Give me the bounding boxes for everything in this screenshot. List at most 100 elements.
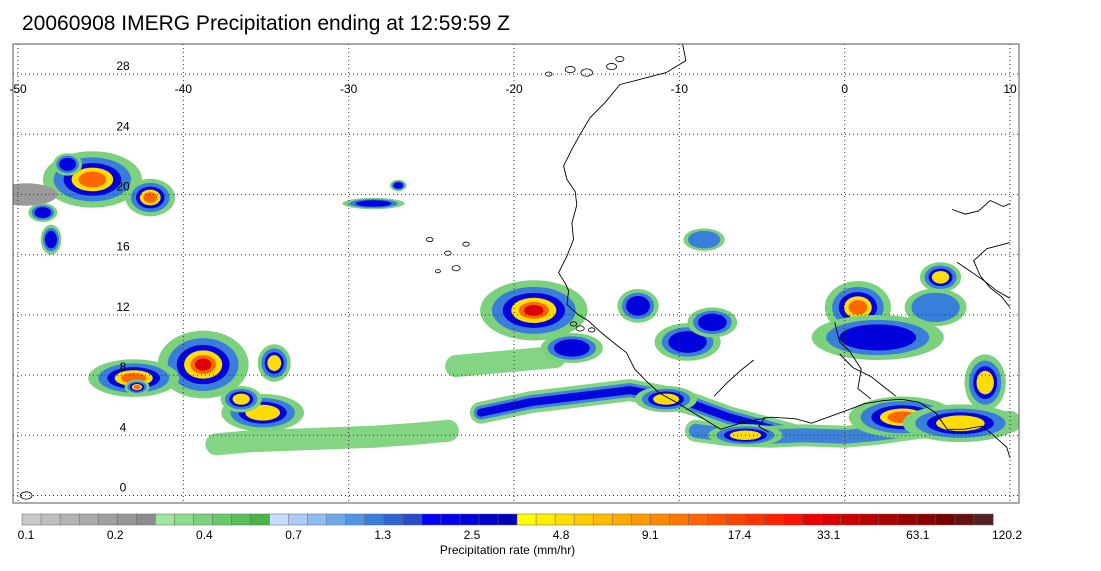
precip-cell: [839, 324, 917, 351]
map-title: 20060908 IMERG Precipitation ending at 1…: [22, 12, 510, 35]
colorbar-swatch: [650, 513, 670, 526]
colorbar-swatch: [516, 513, 537, 526]
tick-labels: -50 -40 -30 -20 -10 0 10 0 4 8 12 16 20 24 28: [9, 59, 1017, 494]
colorbar-tick-label: 17.4: [728, 528, 752, 542]
island-outline: [569, 321, 578, 327]
colorbar-swatch: [897, 513, 918, 526]
colorbar-swatch: [459, 513, 480, 526]
island-outline: [588, 327, 596, 333]
island-outline: [20, 491, 33, 500]
precip-cell: [653, 393, 680, 405]
coastline: [951, 199, 1011, 215]
coastline: [834, 322, 872, 400]
island-outline: [444, 250, 452, 256]
colorbar-swatch: [288, 513, 309, 526]
precip-cell: [232, 393, 250, 405]
latitude-tick-label: 12: [116, 300, 130, 314]
colorbar-swatch: [383, 513, 404, 526]
island-outline: [425, 237, 434, 243]
colorbar-tick-label: 0.7: [285, 528, 302, 542]
colorbar-swatch: [764, 513, 785, 526]
colorbar-swatch: [745, 513, 766, 526]
coastline: [956, 261, 1011, 299]
precip-cell: [133, 385, 141, 390]
colorbar-swatch: [878, 513, 899, 526]
map-frame: [12, 43, 1020, 504]
colorbar-swatch: [954, 513, 975, 526]
colorbar-swatch: [707, 513, 728, 526]
colorbar-swatch: [611, 513, 632, 526]
colorbar-tick-label: 0.2: [107, 528, 124, 542]
precip-band: [445, 346, 567, 378]
colorbar-swatch: [307, 513, 328, 526]
colorbar-swatch: [497, 513, 518, 526]
colorbar-swatch: [326, 513, 347, 526]
precip-cell: [911, 292, 960, 323]
colorbar-swatch: [973, 513, 994, 526]
colorbar-swatch: [535, 513, 556, 526]
colorbar-tick-label: 0.1: [18, 528, 35, 542]
precip-cell: [931, 270, 950, 284]
colorbar-swatch: [916, 513, 937, 526]
longitude-tick-label: -10: [671, 82, 689, 96]
latitude-tick-label: 8: [120, 360, 127, 374]
island-outline: [575, 325, 585, 332]
longitude-tick-label: 0: [841, 82, 848, 96]
coastline: [758, 416, 769, 433]
island-outline: [615, 56, 625, 63]
gridlines: [13, 44, 1019, 503]
latitude-tick-label: 16: [116, 240, 130, 254]
precip-cell: [267, 355, 282, 371]
latitude-tick-label: 4: [120, 420, 127, 434]
colorbar-swatch: [821, 513, 842, 526]
colorbar-swatch: [155, 513, 175, 526]
island-outline: [564, 66, 576, 74]
colorbar-swatch: [802, 513, 823, 526]
precip-cell: [393, 182, 404, 189]
colorbar-swatch: [440, 513, 461, 526]
colorbar-swatch: [859, 513, 880, 526]
colorbar-swatch: [669, 513, 689, 526]
colorbar-swatch: [269, 513, 290, 526]
colorbar-tick-label: 1.3: [374, 528, 391, 542]
precip-cell: [688, 230, 721, 249]
precip-cell: [143, 192, 158, 203]
colorbar-swatch: [174, 513, 194, 526]
colorbar-swatch: [40, 513, 61, 526]
precip-cell: [355, 200, 392, 207]
colorbar-swatch: [935, 513, 956, 526]
colorbar-swatch: [631, 513, 651, 526]
coastline: [973, 242, 1011, 308]
colorbar-swatch: [840, 513, 861, 526]
coastline-layer: [20, 44, 1011, 500]
colorbar-swatch: [573, 513, 594, 526]
colorbar-swatch: [193, 513, 213, 526]
precip-cell: [668, 331, 707, 353]
colorbar-tick-label: 4.8: [553, 528, 570, 542]
precip-cell: [59, 157, 76, 171]
longitude-tick-label: -50: [9, 82, 27, 96]
colorbar-tick-label: 9.1: [642, 528, 659, 542]
longitude-tick-label: -20: [505, 82, 523, 96]
colorbar-swatch: [421, 513, 442, 526]
colorbar-swatch: [478, 513, 499, 526]
colorbar-swatch: [231, 513, 252, 526]
precipitation-layer: [13, 151, 1019, 456]
coastline: [713, 359, 754, 397]
latitude-tick-label: 24: [116, 119, 130, 133]
latitude-tick-label: 0: [120, 480, 127, 494]
colorbar: 0.1 0.2 0.4 0.7 1.3 2.5 4.8 9.1 17.4 33.1 63.1 120.…: [18, 513, 1022, 542]
colorbar-tick-label: 33.1: [817, 528, 841, 542]
precip-cell: [78, 171, 107, 188]
precip-cell: [34, 207, 52, 219]
colorbar-tick-label: 63.1: [906, 528, 930, 542]
precip-cell: [698, 313, 727, 332]
precip-cell: [553, 339, 590, 357]
colorbar-swatch: [688, 513, 708, 526]
precip-cell: [936, 415, 985, 432]
latitude-tick-label: 28: [116, 59, 130, 73]
colorbar-swatch: [116, 513, 137, 526]
precip-cell: [194, 358, 212, 371]
colorbar-swatch: [212, 513, 232, 526]
